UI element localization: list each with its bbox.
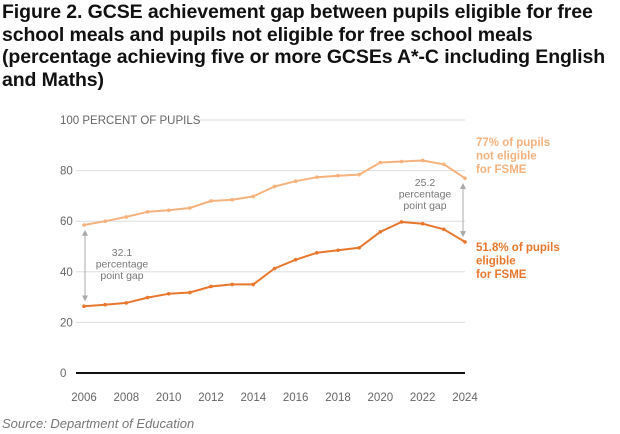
data-point-not_eligible (399, 159, 404, 164)
data-point-eligible (463, 240, 467, 244)
data-point-eligible (188, 290, 192, 295)
series-label-not_eligible: not eligible (476, 151, 537, 163)
gap-annotation-text: percentage (96, 259, 149, 271)
y-tick-labels: 0 20 40 60 80 100 PERCENT OF PUPILS (60, 115, 201, 380)
figure-title: Figure 2. GCSE achievement gap between p… (2, 1, 606, 91)
series-label-eligible: eligible (476, 256, 516, 268)
x-tick-label: 2010 (156, 392, 182, 404)
data-point-eligible (209, 284, 213, 289)
data-point-eligible (357, 245, 361, 250)
data-point-eligible (399, 220, 404, 224)
data-point-not_eligible (209, 199, 213, 203)
gap-annotation-text: percentage (399, 189, 452, 201)
data-point-not_eligible (357, 172, 361, 177)
gap-annotation-text: 32.1 (112, 247, 133, 259)
data-point-not_eligible (272, 184, 277, 189)
series-label-not_eligible: for FSME (476, 164, 527, 176)
data-point-not_eligible (293, 179, 298, 184)
y-tick-label: 80 (60, 166, 73, 178)
data-point-not_eligible (124, 215, 129, 219)
gap-annotation-text: point gap (403, 200, 446, 212)
x-tick-label: 2008 (114, 392, 140, 404)
x-tick-label: 2020 (368, 392, 394, 404)
series-lines (82, 158, 467, 309)
data-point-eligible (124, 301, 129, 305)
x-tick-label: 2014 (241, 392, 267, 404)
data-point-not_eligible (463, 176, 467, 180)
data-point-not_eligible (420, 158, 425, 163)
x-tick-label: 2018 (325, 392, 351, 404)
x-tick-labels: 2006 2008 2010 2012 2014 2016 2018 2020 2022 2024 (71, 392, 478, 404)
data-point-eligible (293, 257, 298, 262)
data-point-eligible (272, 266, 277, 271)
data-point-eligible (103, 302, 107, 307)
data-point-eligible (336, 248, 340, 253)
data-point-eligible (251, 282, 256, 287)
data-point-eligible (420, 221, 425, 226)
x-tick-label: 2006 (71, 392, 97, 404)
data-point-not_eligible (188, 206, 192, 210)
data-point-eligible (315, 251, 319, 255)
y-tick-label: 60 (60, 216, 73, 228)
source-note: Source: Department of Education (2, 416, 195, 431)
data-point-not_eligible (145, 210, 150, 214)
x-tick-label: 2012 (198, 392, 224, 404)
series-label-eligible: for FSME (476, 269, 527, 281)
data-point-eligible (378, 230, 383, 234)
data-point-eligible (166, 292, 171, 296)
y-tick-label: 0 (60, 368, 66, 380)
data-point-not_eligible (336, 173, 340, 178)
y-tick-label: 40 (60, 267, 73, 279)
data-point-not_eligible (230, 197, 234, 202)
y-tick-label: 20 (60, 317, 73, 329)
gap-annotation-text: point gap (100, 270, 143, 282)
data-point-not_eligible (103, 219, 107, 223)
data-point-eligible (230, 282, 234, 287)
series-label-eligible: 51.8% of pupils (476, 242, 560, 254)
data-point-not_eligible (251, 194, 256, 199)
data-point-eligible (145, 295, 150, 300)
x-tick-label: 2016 (283, 392, 309, 404)
grid-lines (76, 119, 465, 374)
data-point-not_eligible (442, 162, 446, 167)
data-point-not_eligible (82, 223, 86, 227)
data-point-not_eligible (378, 160, 383, 165)
x-tick-label: 2022 (410, 392, 436, 404)
data-point-eligible (82, 304, 86, 309)
gap-annotation-text: 25.2 (415, 177, 436, 189)
data-point-eligible (442, 227, 446, 232)
series-label-not_eligible: 77% of pupils (476, 137, 550, 149)
data-point-not_eligible (315, 175, 319, 179)
x-tick-label: 2024 (452, 392, 478, 404)
data-point-not_eligible (166, 208, 171, 213)
y-tick-label: 100 PERCENT OF PUPILS (60, 115, 201, 127)
